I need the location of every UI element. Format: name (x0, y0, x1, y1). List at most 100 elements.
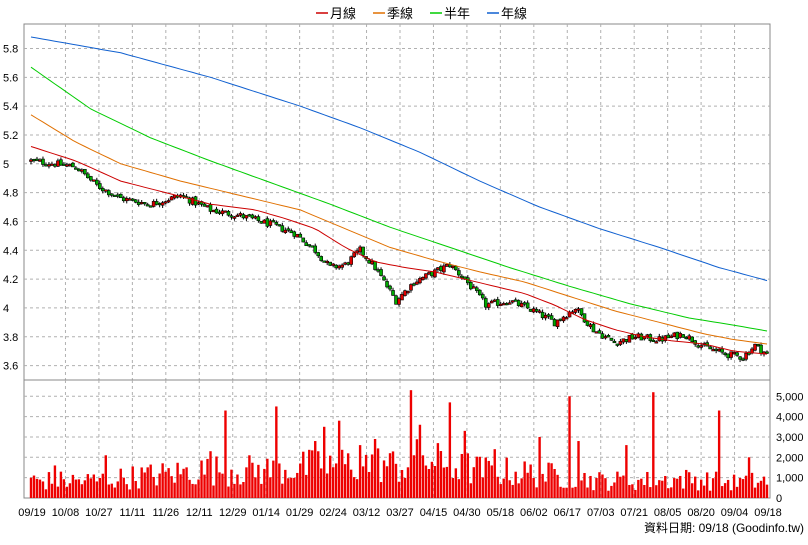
legend-label-0: 月線 (330, 6, 356, 21)
volume-bar-146 (466, 453, 470, 498)
legend-label-1: 季線 (387, 6, 413, 21)
x-tick-3: 11/11 (119, 507, 145, 519)
x-tick-7: 01/14 (252, 507, 280, 519)
volume-bar-234 (729, 490, 733, 498)
volume-bar-80 (269, 477, 272, 498)
volume-bar-159 (505, 457, 508, 498)
volume-bar-42 (155, 485, 158, 498)
volume-bar-1 (32, 475, 36, 498)
volume-bar-239 (744, 475, 748, 498)
price-tick-8: 5.2 (3, 130, 18, 142)
price-tick-9: 5.4 (3, 101, 18, 113)
volume-bar-128 (412, 455, 416, 498)
volume-bar-207 (649, 487, 652, 498)
volume-bar-110 (358, 445, 362, 498)
volume-bar-17 (80, 484, 84, 498)
volume-bar-180 (568, 396, 571, 498)
candle-82 (274, 220, 279, 226)
volume-bars (29, 390, 769, 498)
candle-94 (310, 245, 315, 248)
candle-42 (154, 198, 159, 206)
price-panel: 3.6 3.8 4 4.2 4.4 4.6 4.8 5 5.2 5.4 5.6 5.8 (3, 23, 771, 381)
candle-95 (313, 243, 318, 255)
candle-239 (744, 351, 748, 362)
volume-bar-132 (424, 465, 428, 498)
volume-bar-223 (696, 490, 700, 498)
volume-bar-243 (756, 482, 760, 498)
volume-bar-48 (173, 482, 176, 498)
candle-209 (654, 340, 659, 344)
volume-bar-182 (574, 486, 577, 498)
volume-bar-178 (562, 487, 565, 498)
volume-bar-242 (753, 487, 757, 498)
candle-125 (403, 289, 407, 297)
x-axis-ticks: 09/19 10/08 10/27 11/11 11/26 12/11 12/29 01/14… (18, 507, 782, 519)
candle-152 (483, 296, 488, 310)
candle-80 (268, 218, 273, 228)
candle-167 (528, 308, 533, 312)
volume-bar-143 (457, 479, 461, 498)
x-tick-19: 08/05 (654, 507, 682, 519)
moving-average-lines (30, 36, 768, 355)
volume-bar-39 (146, 467, 149, 498)
volume-tick-5: 5,000 (776, 391, 804, 403)
candle-86 (286, 226, 291, 233)
volume-bar-19 (86, 474, 90, 498)
candle-191 (600, 331, 605, 339)
volume-tick-3: 3,000 (776, 432, 804, 444)
candle-234 (729, 351, 733, 360)
candle-242 (753, 343, 757, 352)
volume-bar-112 (364, 454, 368, 498)
volume-bar-113 (367, 471, 371, 498)
candle-117 (379, 267, 383, 277)
volume-bar-150 (478, 456, 481, 498)
volume-bar-71 (242, 482, 245, 498)
volume-bar-73 (248, 455, 251, 498)
volume-tick-2: 2,000 (776, 452, 804, 464)
candle-164 (519, 300, 524, 308)
volume-bar-3 (38, 479, 42, 498)
volume-bar-241 (750, 472, 754, 498)
x-tick-18: 07/21 (620, 507, 648, 519)
x-tick-13: 04/30 (453, 507, 481, 519)
volume-bar-101 (331, 467, 335, 498)
candle-153 (486, 302, 491, 311)
volume-bar-206 (646, 471, 649, 498)
candle-182 (573, 308, 578, 315)
candle-237 (738, 356, 742, 363)
volume-bar-18 (83, 480, 87, 498)
volume-bar-84 (281, 483, 284, 498)
candle-54 (190, 196, 195, 206)
volume-bar-27 (110, 483, 113, 498)
volume-bar-156 (496, 476, 499, 498)
candle-85 (283, 227, 288, 234)
candle-118 (382, 275, 386, 281)
volume-bar-61 (212, 485, 215, 498)
candle-139 (445, 263, 449, 267)
candle-123 (397, 296, 401, 307)
candle-44 (160, 201, 165, 209)
volume-bar-33 (128, 489, 131, 498)
x-tick-11: 03/27 (386, 507, 414, 519)
volume-bar-56 (197, 479, 200, 498)
candle-126 (406, 290, 410, 295)
volume-bar-195 (613, 482, 616, 498)
volume-bar-129 (415, 439, 419, 498)
candle-84 (280, 222, 285, 233)
volume-bar-230 (717, 410, 721, 498)
candle-195 (612, 339, 617, 344)
volume-bar-0 (29, 477, 33, 498)
volume-bar-246 (765, 484, 769, 498)
candle-160 (507, 300, 512, 305)
volume-bar-168 (532, 478, 535, 498)
candle-45 (163, 200, 168, 205)
candle-47 (169, 195, 174, 201)
volume-bar-170 (538, 436, 541, 498)
volume-bar-245 (762, 476, 766, 498)
volume-bar-224 (699, 479, 703, 498)
candle-169 (534, 307, 539, 314)
volume-bar-136 (436, 443, 440, 498)
candle-90 (298, 232, 303, 238)
volume-bar-26 (107, 484, 110, 498)
volume-bar-40 (149, 464, 152, 498)
